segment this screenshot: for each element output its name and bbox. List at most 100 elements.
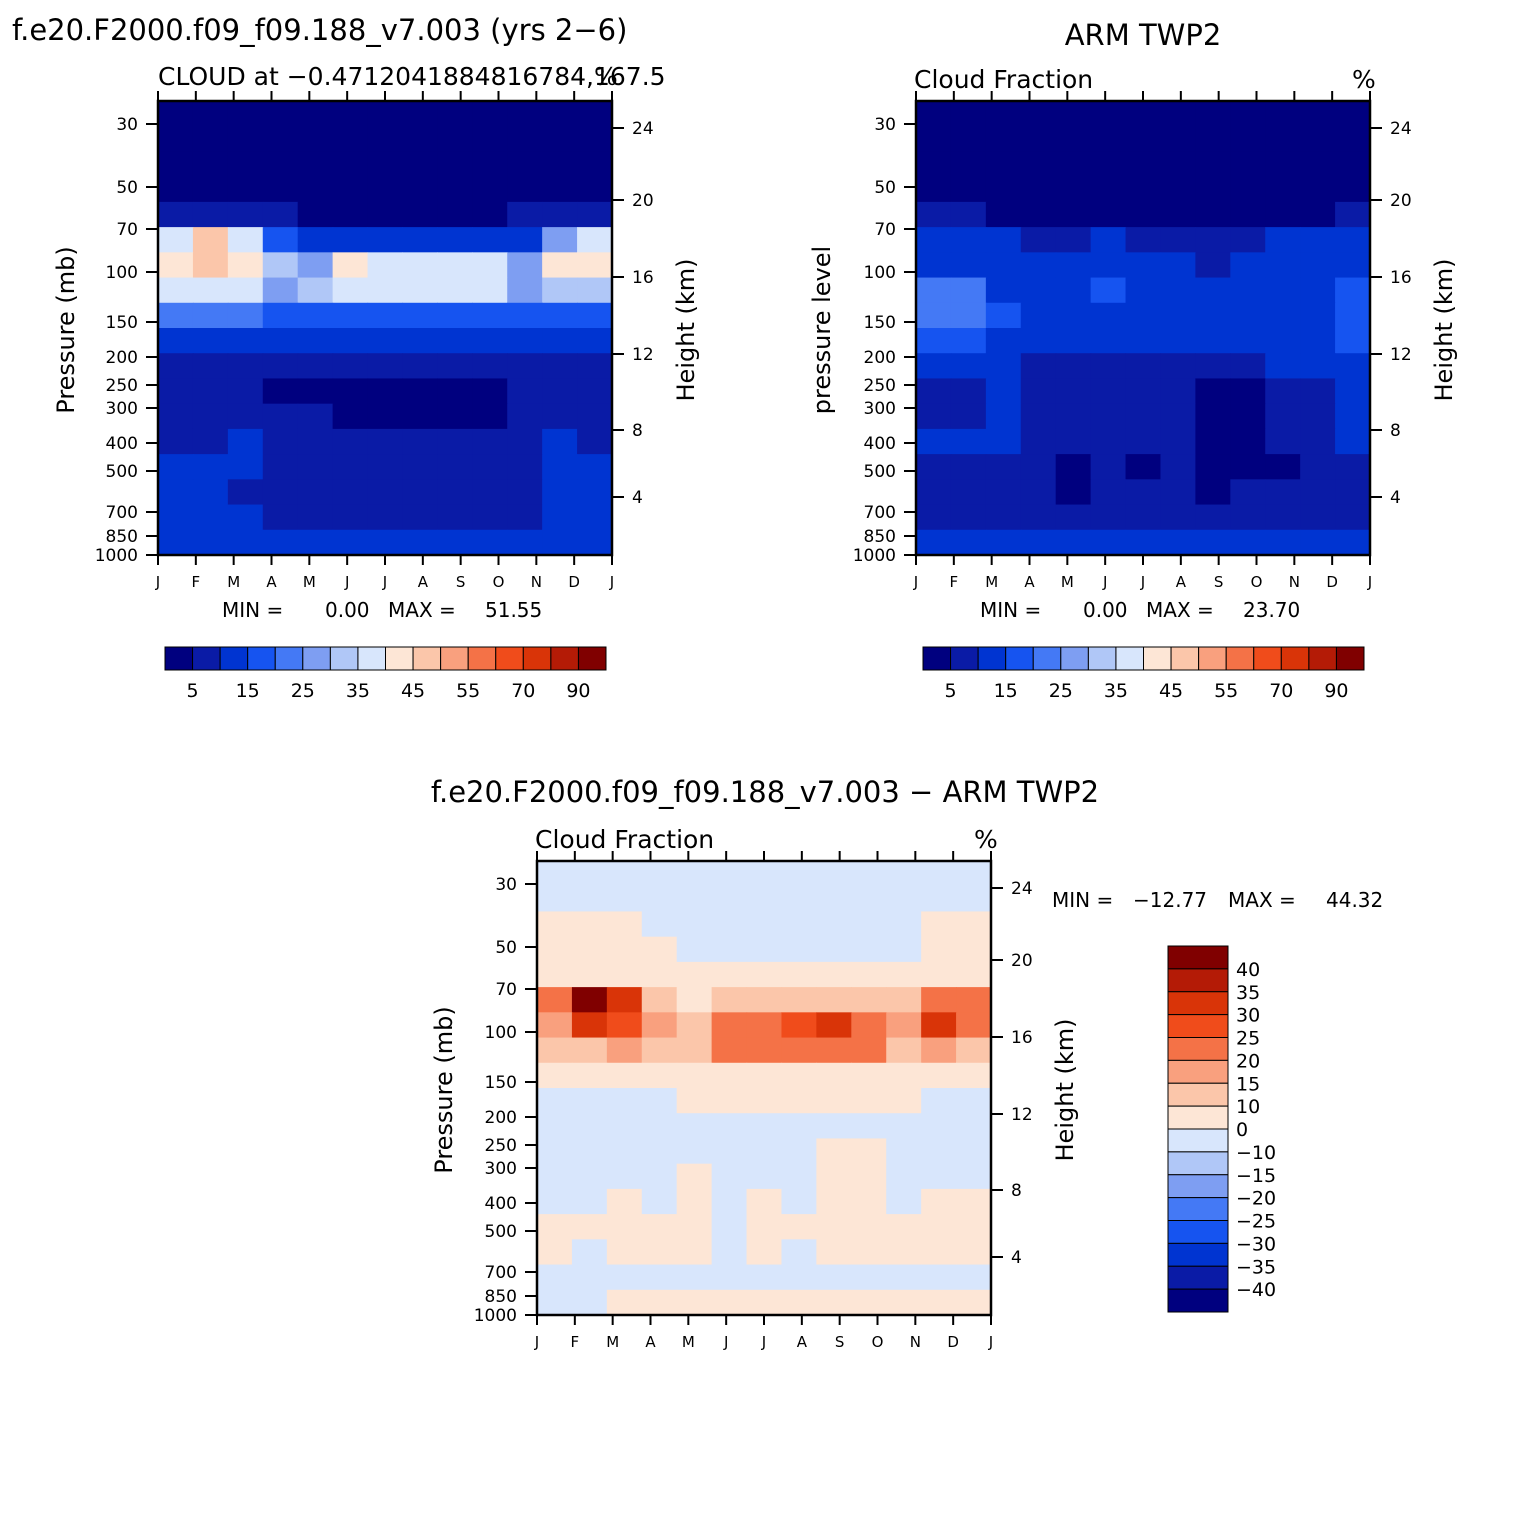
contour-cell [1195,529,1231,556]
contour-cell [851,1037,887,1064]
contour-cell [437,151,473,178]
contour-cell [1020,454,1057,480]
contour-cell [537,1088,573,1114]
contour-cell [537,1138,573,1165]
contour-cell [886,1113,922,1140]
legend-swatch [1087,646,1117,671]
contour-cell [227,504,264,531]
contour-cell [956,1037,992,1064]
contour-cell [577,479,613,506]
contour-cell [1160,201,1196,228]
pressure-tick-label: 400 [106,434,138,454]
legend-label: −10 [1236,1142,1276,1164]
contour-cell [1020,479,1057,506]
panel-obs-ylabel: pressure level [808,246,836,414]
contour-cell [437,302,473,329]
contour-cell [606,1037,643,1064]
month-tick-label: J [155,573,160,591]
contour-cell [472,227,508,253]
contour-cell [367,504,404,531]
contour-cell [262,176,299,203]
contour-cell [1090,328,1127,354]
contour-cell [1335,504,1371,531]
legend-label: 35 [346,680,370,702]
contour-cell [332,454,369,480]
contour-cell [227,403,264,430]
contour-cell [1125,277,1162,304]
contour-cell [746,987,783,1013]
contour-cell [851,1289,887,1316]
contour-cell [472,504,508,531]
contour-cell [781,987,817,1013]
contour-cell [297,529,334,556]
contour-cell [916,277,952,304]
contour-cell [1195,252,1231,279]
contour-cell [537,1188,573,1215]
contour-cell [1125,227,1162,253]
month-tick-label: O [872,1333,884,1351]
contour-cell [676,1264,713,1291]
contour-cell [297,227,334,253]
contour-cell [472,353,508,380]
contour-cell [537,936,573,963]
contour-cell [472,529,508,556]
contour-cell [402,101,438,127]
contour-cell [816,1037,852,1064]
contour-cell [507,529,543,556]
height-tick-label: 16 [1390,268,1412,288]
contour-cell [577,201,613,228]
contour-cell [507,428,543,455]
height-tick-label: 20 [632,191,654,211]
contour-cell [956,1062,992,1089]
panel-diff-min-label: MIN = [1052,888,1113,912]
contour-cell [571,1264,608,1291]
contour-cell [1055,328,1092,354]
contour-cell [711,936,748,963]
contour-cell [158,403,194,430]
contour-cell [816,911,852,938]
contour-cell [1265,277,1301,304]
contour-cell [641,1012,678,1039]
contour-cell [816,961,852,988]
contour-cell [192,529,229,556]
contour-cell [1230,378,1266,405]
contour-cell [606,1188,643,1215]
contour-cell [367,378,404,405]
contour-cell [1020,353,1057,380]
contour-cell [158,176,194,203]
panel-model-min-label: MIN = [222,598,283,622]
contour-cell [158,151,194,178]
contour-cell [916,428,952,455]
contour-cell [985,428,1022,455]
contour-cell [916,504,952,531]
contour-cell [950,428,987,455]
panel-obs-max-label: MAX = [1146,598,1214,622]
contour-cell [676,1239,713,1266]
contour-cell [537,1214,573,1240]
contour-cell [1125,101,1162,127]
contour-cell [1160,277,1196,304]
contour-cell [1125,403,1162,430]
contour-cell [297,428,334,455]
contour-cell [192,201,229,228]
contour-cell [297,353,334,380]
contour-cell [1335,252,1371,279]
contour-cell [192,378,229,405]
month-tick-label: J [1367,573,1372,591]
contour-cell [507,101,543,127]
contour-cell [606,1012,643,1039]
height-tick-label: 16 [632,268,654,288]
panel-model-legend: 5 15 25 35 45 55 70 90 [164,646,607,702]
pressure-tick-label: 250 [864,376,896,396]
contour-cell [1335,151,1371,178]
contour-cell [1265,252,1301,279]
panel-obs-max-value: 23.70 [1243,598,1300,622]
contour-cell [192,126,229,153]
pressure-tick-label: 850 [864,527,896,547]
contour-cell [1125,479,1162,506]
contour-cell [158,101,194,127]
legend-swatch [412,646,442,671]
contour-cell [1265,454,1301,480]
contour-cell [1265,428,1301,455]
height-tick-label: 12 [1390,345,1412,365]
